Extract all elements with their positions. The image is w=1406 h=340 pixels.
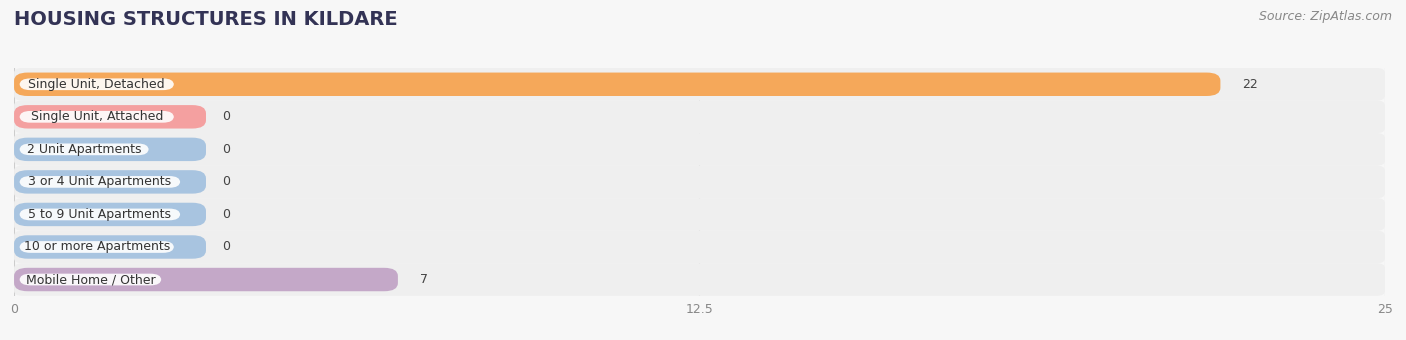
FancyBboxPatch shape: [14, 170, 207, 193]
Text: 0: 0: [222, 208, 231, 221]
Text: 22: 22: [1243, 78, 1258, 91]
FancyBboxPatch shape: [14, 68, 1385, 101]
FancyBboxPatch shape: [14, 235, 207, 259]
FancyBboxPatch shape: [20, 208, 180, 220]
FancyBboxPatch shape: [14, 231, 1385, 263]
Text: 7: 7: [420, 273, 427, 286]
Text: Mobile Home / Other: Mobile Home / Other: [25, 273, 155, 286]
Text: 0: 0: [222, 110, 231, 123]
FancyBboxPatch shape: [20, 143, 149, 155]
FancyBboxPatch shape: [14, 105, 207, 129]
Text: 3 or 4 Unit Apartments: 3 or 4 Unit Apartments: [28, 175, 172, 188]
FancyBboxPatch shape: [20, 241, 174, 253]
FancyBboxPatch shape: [14, 101, 1385, 133]
Text: Source: ZipAtlas.com: Source: ZipAtlas.com: [1258, 10, 1392, 23]
Text: 0: 0: [222, 143, 231, 156]
FancyBboxPatch shape: [14, 268, 398, 291]
Text: 0: 0: [222, 240, 231, 254]
FancyBboxPatch shape: [14, 198, 1385, 231]
Text: Single Unit, Attached: Single Unit, Attached: [31, 110, 163, 123]
Text: Single Unit, Detached: Single Unit, Detached: [28, 78, 165, 91]
FancyBboxPatch shape: [14, 133, 1385, 166]
FancyBboxPatch shape: [20, 79, 174, 90]
FancyBboxPatch shape: [14, 263, 1385, 296]
FancyBboxPatch shape: [20, 274, 162, 285]
Text: 5 to 9 Unit Apartments: 5 to 9 Unit Apartments: [28, 208, 172, 221]
FancyBboxPatch shape: [14, 72, 1220, 96]
FancyBboxPatch shape: [14, 166, 1385, 198]
FancyBboxPatch shape: [20, 111, 174, 123]
Text: 0: 0: [222, 175, 231, 188]
FancyBboxPatch shape: [20, 176, 180, 188]
Text: 2 Unit Apartments: 2 Unit Apartments: [27, 143, 142, 156]
Text: 10 or more Apartments: 10 or more Apartments: [24, 240, 170, 254]
FancyBboxPatch shape: [14, 203, 207, 226]
Text: HOUSING STRUCTURES IN KILDARE: HOUSING STRUCTURES IN KILDARE: [14, 10, 398, 29]
FancyBboxPatch shape: [14, 138, 207, 161]
